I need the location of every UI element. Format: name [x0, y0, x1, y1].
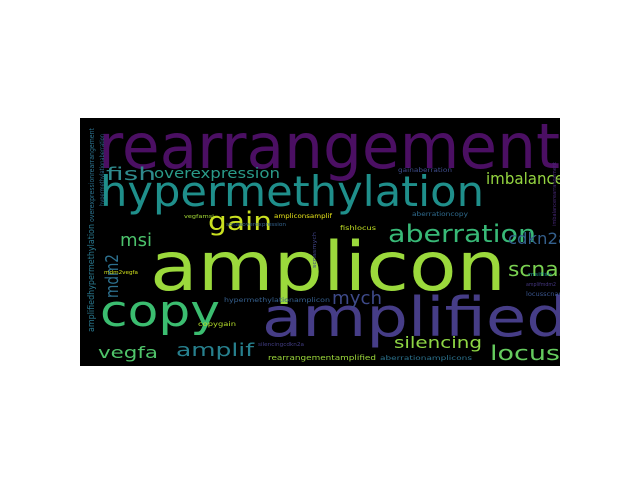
- word-ampliconsamplif: ampliconsamplif: [274, 213, 333, 220]
- word-scnasmych: scnasmych: [312, 232, 318, 268]
- word-hypermethylationamplicon: hypermethylationamplicon: [224, 297, 330, 304]
- word-silencing: silencing: [394, 333, 482, 352]
- word-amplifmdm2: amplifmdm2: [526, 282, 556, 288]
- word-gainaberration: gainaberration: [398, 167, 452, 174]
- word-aberration: aberration: [388, 220, 536, 248]
- word-hypermethylation: hypermethylation: [100, 167, 484, 216]
- word-amplif: amplif: [176, 340, 255, 361]
- word-copygain: copygain: [198, 321, 236, 328]
- word-scnasoverexpression: scnasoverexpression: [226, 222, 286, 228]
- word-fishlocus: fishlocus: [340, 225, 376, 232]
- word-silencingcdkn2a: silencingcdkn2a: [258, 342, 304, 348]
- word-hypermethylationaberration: hypermethylationaberration: [99, 134, 106, 206]
- word-cdkn2a: cdkn2a: [508, 229, 560, 248]
- word-amplified: amplified: [262, 286, 560, 349]
- word-msi: msi: [120, 230, 152, 251]
- word-locusscnas: locusscnas: [526, 291, 560, 298]
- word-aberrationcopy: aberrationcopy: [412, 211, 469, 218]
- word-imbalancerearrangement: imbalancerearrangement: [552, 162, 558, 226]
- word-msifish: msifish: [528, 272, 552, 278]
- word-overexpression: overexpression: [154, 166, 280, 182]
- word-fish: fish: [106, 164, 156, 185]
- word-mdm2vegfa: mdm2vegfa: [104, 270, 138, 276]
- word-locus: locus: [490, 341, 560, 365]
- word-vegfamsi: vegfamsi: [184, 214, 214, 220]
- word-imbalance: imbalance: [486, 169, 560, 188]
- word-mdm2: mdm2: [102, 254, 123, 298]
- word-amplicon: amplicon: [150, 228, 506, 307]
- word-overexpressionrearrangement: overexpressionrearrangement: [88, 128, 96, 222]
- word-cloud-canvas: rearrangement hypermethylation amplicon …: [87, 118, 560, 365]
- word-rearrangement: rearrangement: [98, 118, 560, 183]
- word-scnas: scnas: [508, 257, 560, 281]
- word-copy: copy: [100, 286, 220, 337]
- word-mych: mych: [332, 288, 382, 309]
- word-gain: gain: [208, 207, 272, 237]
- word-cloud: rearrangement hypermethylation amplicon …: [80, 118, 560, 366]
- word-amplifiedhypermethylation: amplifiedhypermethylation: [87, 224, 97, 332]
- word-aberrationamplicons: aberrationamplicons: [380, 355, 472, 362]
- word-vegfa: vegfa: [98, 343, 158, 362]
- word-rearrangementamplified: rearrangementamplified: [268, 354, 376, 362]
